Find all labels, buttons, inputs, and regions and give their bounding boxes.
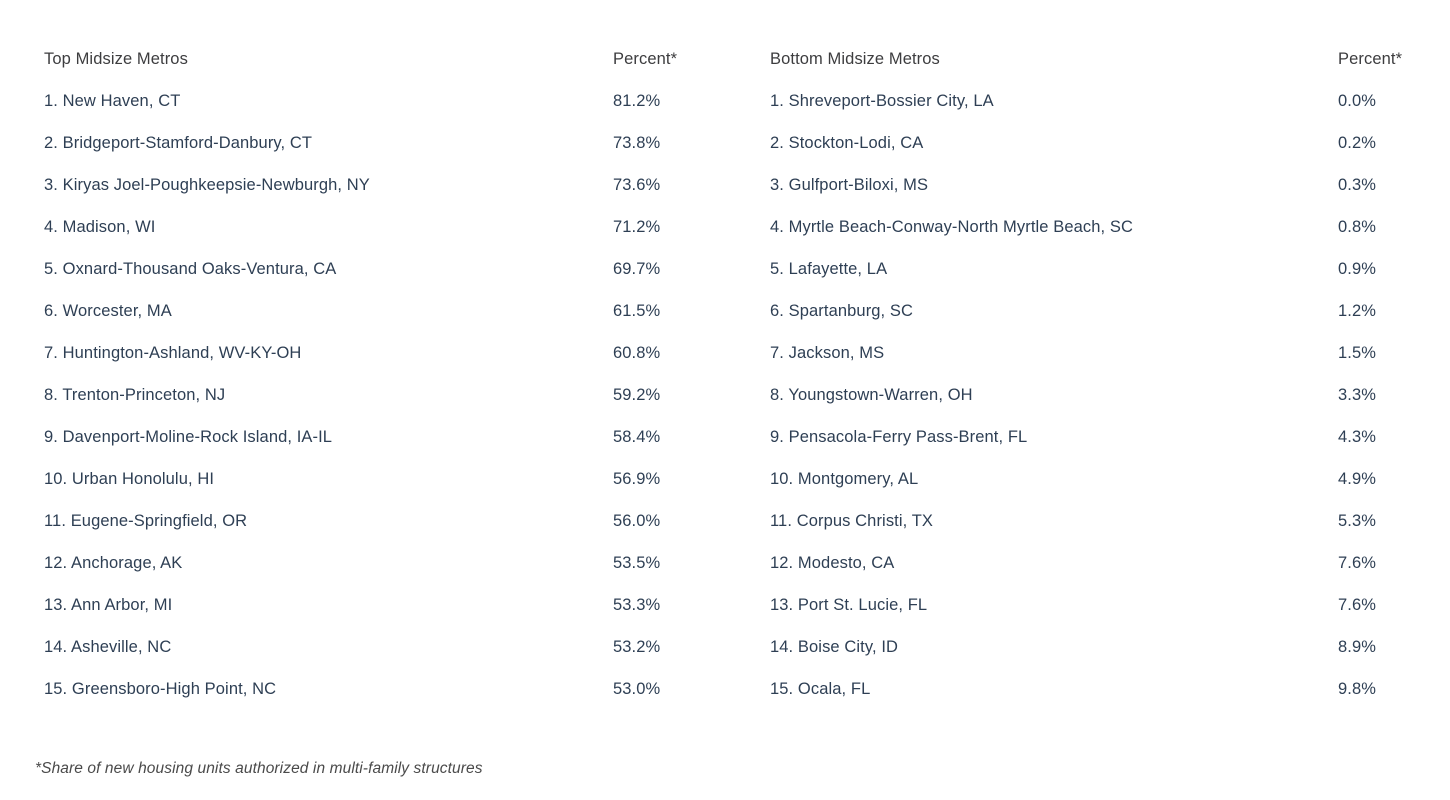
table-row: 11. Eugene-Springfield, OR 56.0% [44,500,724,542]
percent-value: 81.2% [613,91,661,110]
table-row: 9. Pensacola-Ferry Pass-Brent, FL 4.3% [770,416,1450,458]
table-row: 12. Modesto, CA 7.6% [770,542,1450,584]
percent-value: 1.5% [1338,343,1377,362]
metro-label: 3. Gulfport-Biloxi, MS [770,175,929,194]
metro-label: 11. Corpus Christi, TX [770,511,933,530]
table-header-row: Bottom Midsize Metros Percent* [770,38,1450,80]
metro-label: 1. New Haven, CT [44,91,181,110]
percent-value: 7.6% [1338,553,1377,572]
table-row: 4. Madison, WI 71.2% [44,206,724,248]
table-row: 5. Lafayette, LA 0.9% [770,248,1450,290]
metros-column-header: Top Midsize Metros [44,49,188,68]
metro-label: 11. Eugene-Springfield, OR [44,511,248,530]
top-metros-table: Top Midsize Metros Percent* 1. New Haven… [44,38,724,710]
percent-value: 4.9% [1338,469,1377,488]
percent-value: 0.9% [1338,259,1377,278]
table-row: 6. Spartanburg, SC 1.2% [770,290,1450,332]
metro-label: 12. Modesto, CA [770,553,895,572]
table-row: 2. Stockton-Lodi, CA 0.2% [770,122,1450,164]
table-row: 8. Trenton-Princeton, NJ 59.2% [44,374,724,416]
table-row: 10. Urban Honolulu, HI 56.9% [44,458,724,500]
percent-value: 56.0% [613,511,661,530]
metro-label: 7. Huntington-Ashland, WV-KY-OH [44,343,302,362]
metro-label: 9. Pensacola-Ferry Pass-Brent, FL [770,427,1028,446]
percent-value: 59.2% [613,385,661,404]
metro-label: 5. Lafayette, LA [770,259,888,278]
percent-value: 53.0% [613,679,661,698]
table-header-row: Top Midsize Metros Percent* [44,38,724,80]
percent-column-header: Percent* [613,49,678,68]
metro-label: 7. Jackson, MS [770,343,885,362]
table-row: 3. Kiryas Joel-Poughkeepsie-Newburgh, NY… [44,164,724,206]
metro-label: 5. Oxnard-Thousand Oaks-Ventura, CA [44,259,337,278]
percent-value: 1.2% [1338,301,1377,320]
metro-label: 13. Ann Arbor, MI [44,595,173,614]
percent-column-header: Percent* [1338,49,1403,68]
percent-value: 56.9% [613,469,661,488]
percent-value: 0.2% [1338,133,1377,152]
table-row: 2. Bridgeport-Stamford-Danbury, CT 73.8% [44,122,724,164]
metro-label: 3. Kiryas Joel-Poughkeepsie-Newburgh, NY [44,175,370,194]
metro-label: 2. Bridgeport-Stamford-Danbury, CT [44,133,313,152]
metro-label: 14. Asheville, NC [44,637,172,656]
percent-value: 0.3% [1338,175,1377,194]
metro-label: 10. Montgomery, AL [770,469,919,488]
footnote: *Share of new housing units authorized i… [35,760,483,777]
table-row: 5. Oxnard-Thousand Oaks-Ventura, CA 69.7… [44,248,724,290]
metro-label: 15. Ocala, FL [770,679,871,698]
metro-label: 6. Worcester, MA [44,301,172,320]
bottom-metros-table: Bottom Midsize Metros Percent* 1. Shreve… [770,38,1450,710]
metro-label: 8. Trenton-Princeton, NJ [44,385,226,404]
table-row: 13. Ann Arbor, MI 53.3% [44,584,724,626]
metro-label: 10. Urban Honolulu, HI [44,469,215,488]
table-row: 7. Jackson, MS 1.5% [770,332,1450,374]
metros-column-header: Bottom Midsize Metros [770,49,940,68]
percent-value: 73.6% [613,175,661,194]
percent-value: 0.8% [1338,217,1377,236]
table-row: 14. Boise City, ID 8.9% [770,626,1450,668]
percent-value: 53.3% [613,595,661,614]
table-row: 4. Myrtle Beach-Conway-North Myrtle Beac… [770,206,1450,248]
metro-label: 1. Shreveport-Bossier City, LA [770,91,994,110]
percent-value: 61.5% [613,301,661,320]
metro-label: 2. Stockton-Lodi, CA [770,133,924,152]
percent-value: 9.8% [1338,679,1377,698]
table-row: 15. Greensboro-High Point, NC 53.0% [44,668,724,710]
percent-value: 73.8% [613,133,661,152]
metro-label: 9. Davenport-Moline-Rock Island, IA-IL [44,427,333,446]
table-row: 7. Huntington-Ashland, WV-KY-OH 60.8% [44,332,724,374]
table-row: 3. Gulfport-Biloxi, MS 0.3% [770,164,1450,206]
metro-label: 14. Boise City, ID [770,637,899,656]
percent-value: 5.3% [1338,511,1377,530]
percent-value: 3.3% [1338,385,1377,404]
metro-label: 6. Spartanburg, SC [770,301,914,320]
table-row: 8. Youngstown-Warren, OH 3.3% [770,374,1450,416]
table-row: 10. Montgomery, AL 4.9% [770,458,1450,500]
table-row: 9. Davenport-Moline-Rock Island, IA-IL 5… [44,416,724,458]
table-row: 12. Anchorage, AK 53.5% [44,542,724,584]
table-row: 6. Worcester, MA 61.5% [44,290,724,332]
percent-value: 53.5% [613,553,661,572]
table-row: 13. Port St. Lucie, FL 7.6% [770,584,1450,626]
percent-value: 58.4% [613,427,661,446]
percent-value: 60.8% [613,343,661,362]
metro-label: 15. Greensboro-High Point, NC [44,679,277,698]
percent-value: 7.6% [1338,595,1377,614]
metro-label: 4. Madison, WI [44,217,156,236]
percent-value: 69.7% [613,259,661,278]
table-row: 1. Shreveport-Bossier City, LA 0.0% [770,80,1450,122]
percent-value: 53.2% [613,637,661,656]
metro-label: 12. Anchorage, AK [44,553,183,572]
percent-value: 4.3% [1338,427,1377,446]
percent-value: 71.2% [613,217,661,236]
percent-value: 8.9% [1338,637,1377,656]
metro-label: 4. Myrtle Beach-Conway-North Myrtle Beac… [770,217,1134,236]
table-row: 1. New Haven, CT 81.2% [44,80,724,122]
table-row: 15. Ocala, FL 9.8% [770,668,1450,710]
percent-value: 0.0% [1338,91,1377,110]
metro-label: 13. Port St. Lucie, FL [770,595,928,614]
table-row: 11. Corpus Christi, TX 5.3% [770,500,1450,542]
metro-label: 8. Youngstown-Warren, OH [770,385,973,404]
table-row: 14. Asheville, NC 53.2% [44,626,724,668]
